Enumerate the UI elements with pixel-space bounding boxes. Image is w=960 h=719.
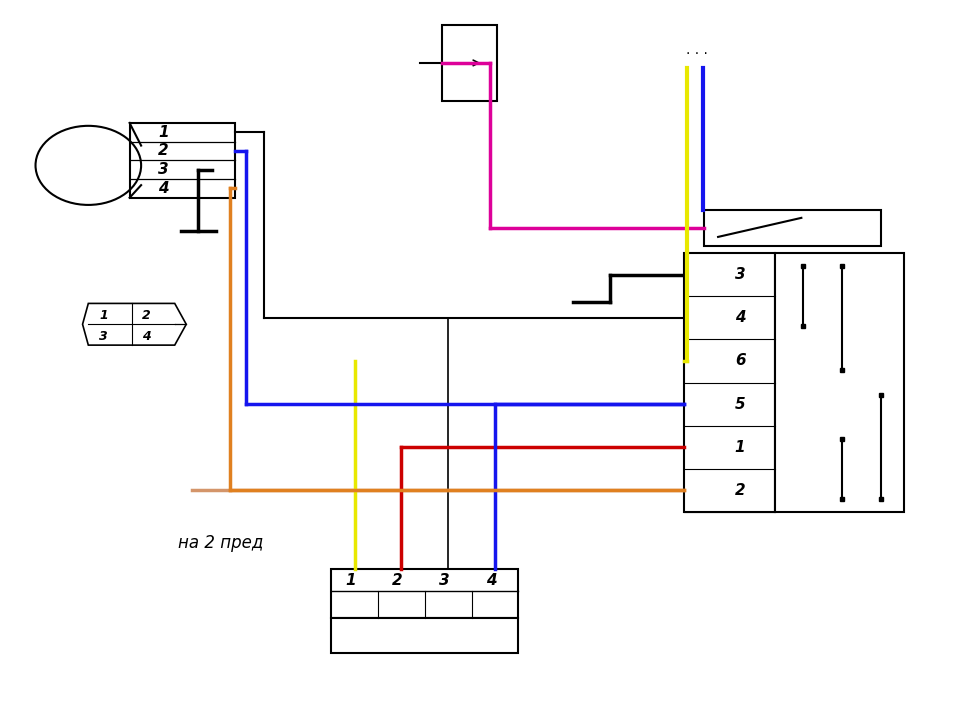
Text: 1: 1 bbox=[99, 309, 108, 322]
Text: 5: 5 bbox=[734, 397, 745, 411]
Bar bbox=[130, 123, 235, 198]
Bar bbox=[704, 210, 881, 246]
Text: 2: 2 bbox=[734, 483, 745, 498]
Text: 4: 4 bbox=[734, 311, 745, 325]
Text: 2: 2 bbox=[142, 309, 151, 322]
Bar bbox=[684, 253, 775, 512]
Bar bbox=[331, 618, 518, 653]
Text: 1: 1 bbox=[158, 125, 169, 139]
Text: на 2 пред: на 2 пред bbox=[178, 533, 263, 552]
Text: 4: 4 bbox=[142, 330, 151, 343]
Text: 4: 4 bbox=[158, 181, 169, 196]
Text: 4: 4 bbox=[486, 573, 496, 587]
Bar bbox=[775, 253, 904, 512]
Text: 1: 1 bbox=[734, 440, 745, 454]
Text: 1: 1 bbox=[346, 573, 356, 587]
Bar bbox=[331, 569, 518, 618]
Text: 3: 3 bbox=[734, 267, 745, 282]
Text: 2: 2 bbox=[158, 144, 169, 158]
Bar bbox=[442, 25, 497, 101]
Text: 2: 2 bbox=[393, 573, 403, 587]
Text: 6: 6 bbox=[734, 354, 745, 368]
Text: 3: 3 bbox=[99, 330, 108, 343]
Text: . . .: . . . bbox=[686, 43, 708, 58]
Text: 3: 3 bbox=[439, 573, 450, 587]
Text: 3: 3 bbox=[158, 162, 169, 177]
